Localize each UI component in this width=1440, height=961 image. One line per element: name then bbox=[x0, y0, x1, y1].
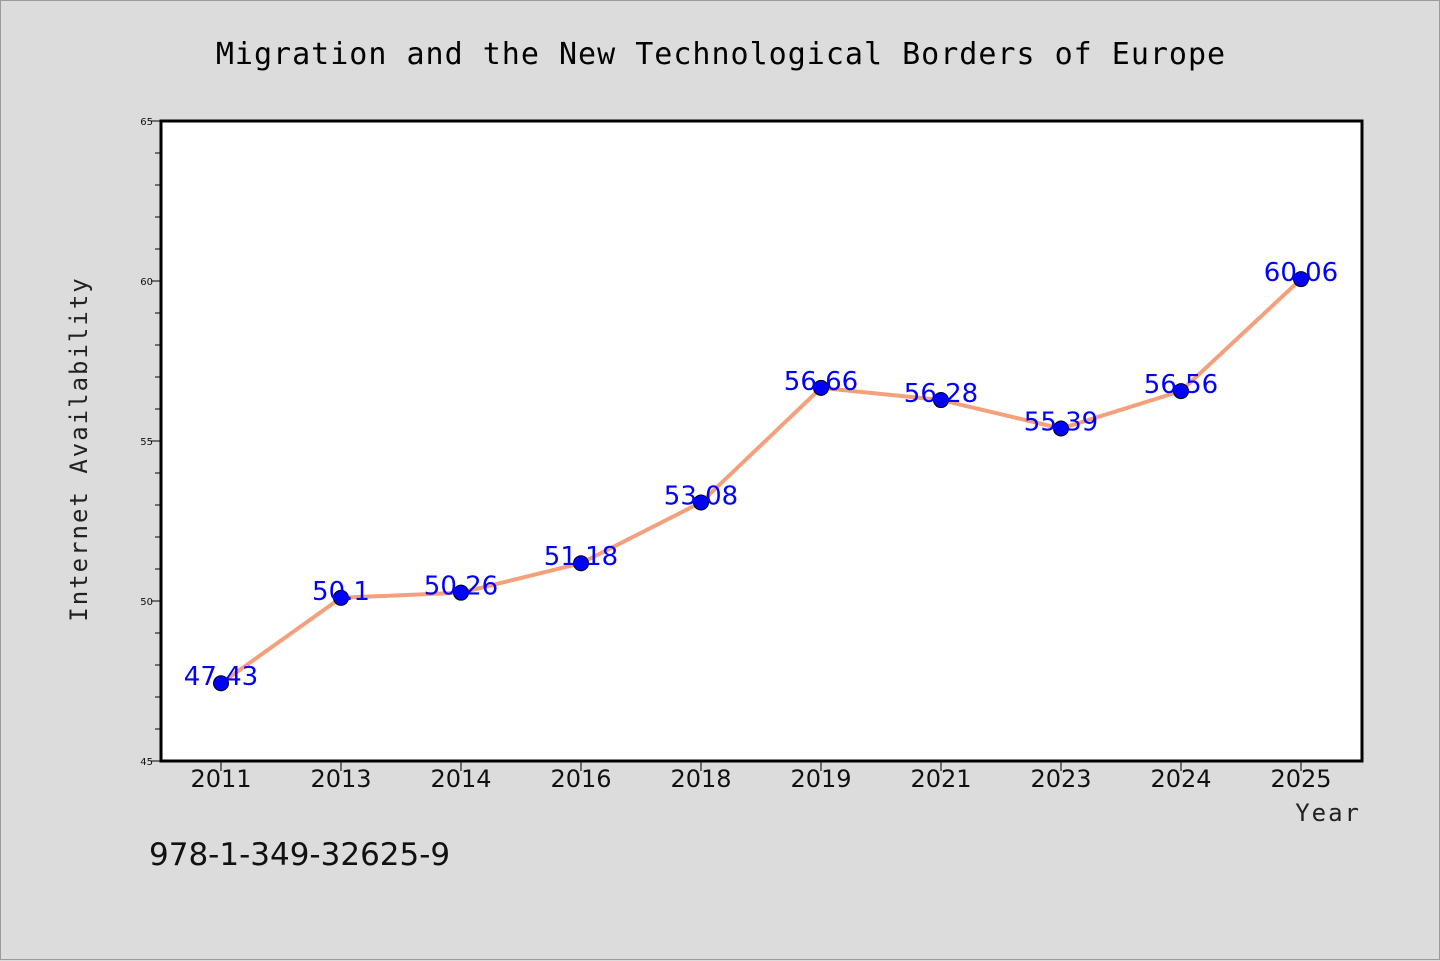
data-label: 51.18 bbox=[544, 542, 618, 572]
data-label: 55.39 bbox=[1024, 408, 1098, 438]
data-labels: 47.43 50.1 50.26 51.18 53.08 56.66 56.28 55.39 5… bbox=[184, 258, 1338, 692]
y-axis-ticks: 45 50 55 60 65 bbox=[140, 117, 161, 768]
data-label: 56.28 bbox=[904, 379, 978, 409]
plot-area bbox=[161, 121, 1362, 761]
series-line bbox=[219, 277, 1303, 686]
y-tick-label: 45 bbox=[140, 757, 153, 768]
data-point bbox=[1173, 383, 1189, 400]
data-label: 60.06 bbox=[1264, 258, 1338, 288]
data-point bbox=[453, 584, 469, 601]
x-tick-label: 2013 bbox=[310, 765, 371, 793]
x-tick-label: 2023 bbox=[1030, 765, 1091, 793]
y-tick-label: 50 bbox=[140, 597, 153, 608]
data-label: 56.66 bbox=[784, 367, 858, 397]
data-point bbox=[333, 589, 349, 606]
data-label: 50.26 bbox=[424, 572, 498, 602]
data-point bbox=[693, 494, 709, 511]
data-point bbox=[573, 555, 589, 572]
x-axis-label: Year bbox=[1295, 799, 1361, 827]
data-label: 50.1 bbox=[312, 577, 370, 607]
data-point bbox=[813, 379, 829, 396]
y-tick-label: 65 bbox=[140, 117, 153, 128]
x-axis-ticks: 2011 2013 2014 2016 2018 2019 2021 2023 2024 2025 bbox=[190, 761, 1332, 793]
x-tick-label: 2018 bbox=[670, 765, 731, 793]
data-point bbox=[213, 675, 229, 692]
y-tick-label: 55 bbox=[140, 437, 153, 448]
data-label: 56.56 bbox=[1144, 370, 1218, 400]
x-tick-label: 2021 bbox=[910, 765, 971, 793]
data-label: 53.08 bbox=[664, 481, 738, 511]
y-tick-label: 60 bbox=[140, 277, 153, 288]
plot-border bbox=[159, 119, 1364, 763]
x-tick-label: 2025 bbox=[1270, 765, 1331, 793]
x-tick-label: 2011 bbox=[190, 765, 251, 793]
data-markers bbox=[213, 271, 1309, 692]
x-tick-label: 2024 bbox=[1150, 765, 1211, 793]
data-point bbox=[1293, 271, 1309, 288]
chart-title: Migration and the New Technological Bord… bbox=[216, 37, 1226, 72]
data-point bbox=[933, 392, 949, 409]
data-label: 47.43 bbox=[184, 662, 258, 692]
isbn-footer: 978-1-349-32625-9 bbox=[149, 837, 450, 873]
y-axis-label: Internet Availability bbox=[65, 276, 93, 621]
x-tick-label: 2014 bbox=[430, 765, 491, 793]
data-point bbox=[1053, 420, 1069, 437]
x-tick-label: 2016 bbox=[550, 765, 611, 793]
x-tick-label: 2019 bbox=[790, 765, 851, 793]
